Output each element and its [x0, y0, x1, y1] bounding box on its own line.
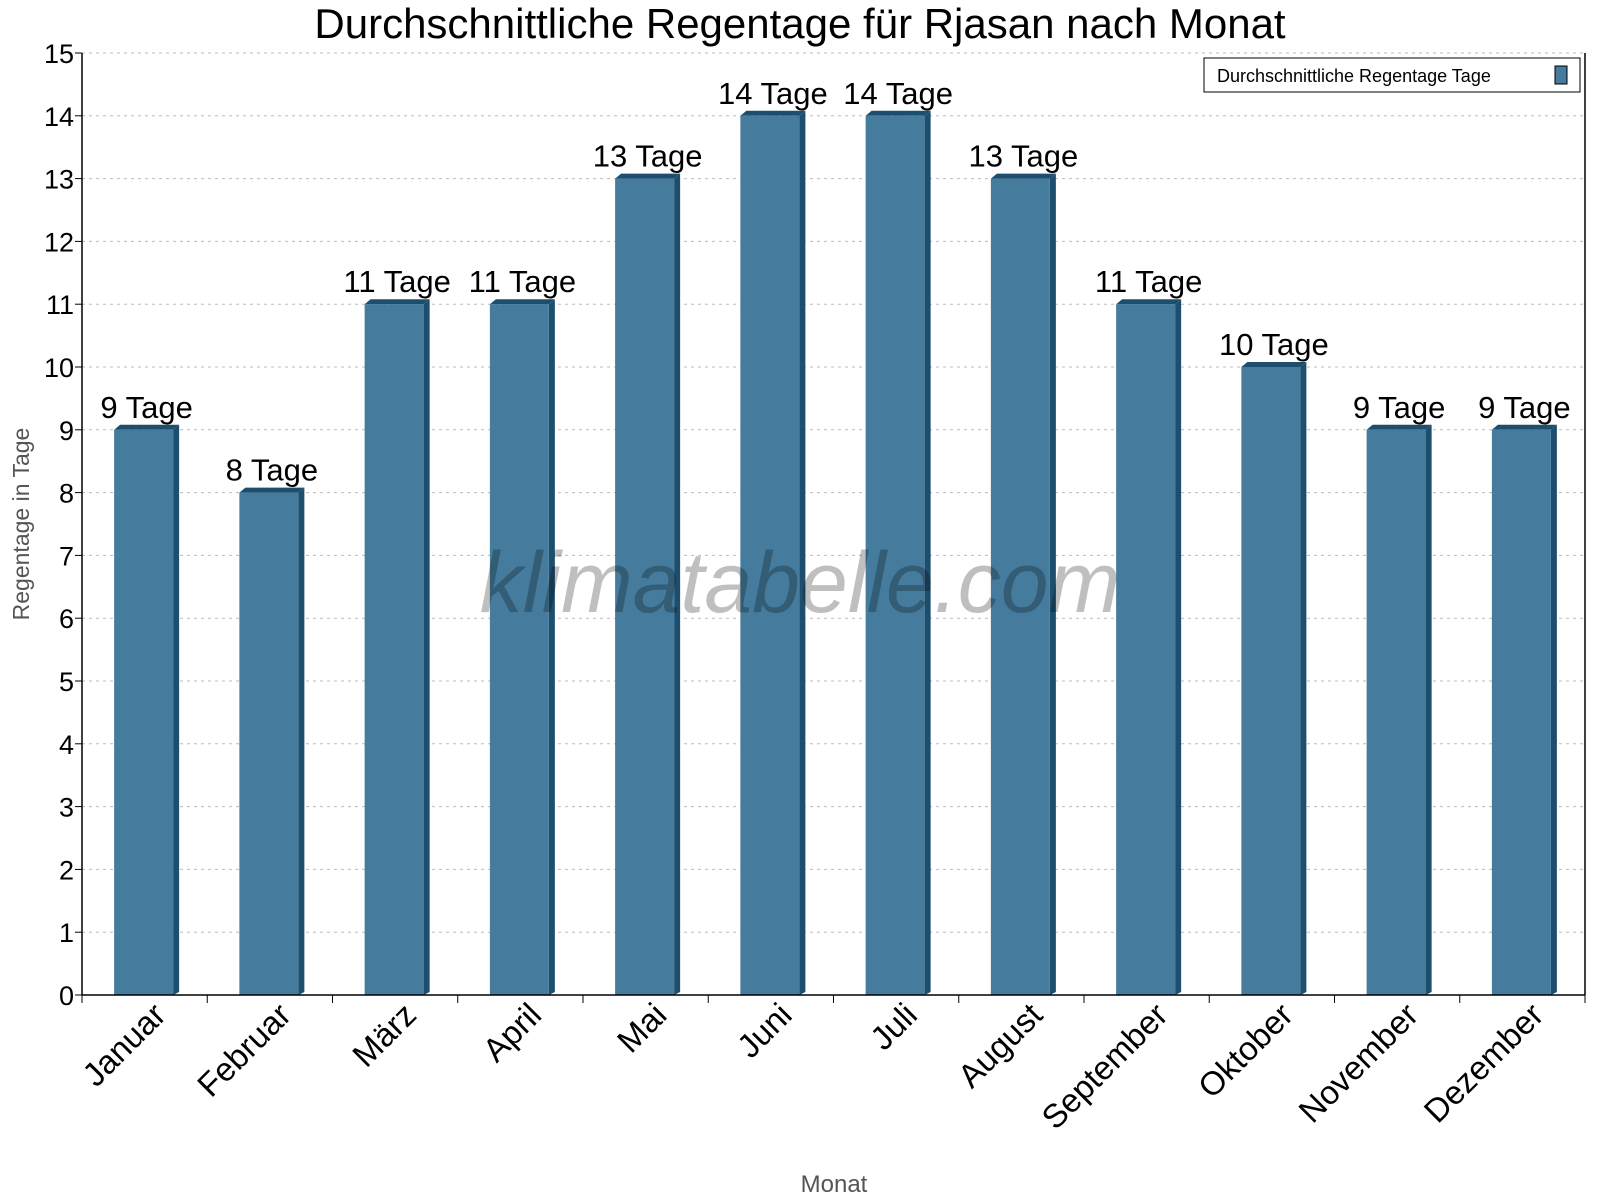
bar-side	[1049, 173, 1056, 996]
bar-top	[1116, 299, 1182, 305]
y-tick-label: 10	[44, 353, 74, 383]
y-tick-label: 9	[59, 416, 74, 446]
data-label: 10 Tage	[1219, 327, 1329, 362]
chart-title: Durchschnittliche Regentage für Rjasan n…	[314, 0, 1286, 47]
bar-top	[239, 487, 305, 493]
x-tick-label: November	[1291, 996, 1425, 1130]
bar-side	[1175, 299, 1182, 995]
y-tick-label: 15	[44, 39, 74, 69]
legend-label: Durchschnittliche Regentage Tage	[1217, 66, 1491, 86]
legend-swatch	[1554, 65, 1568, 85]
x-tick-label: August	[951, 996, 1050, 1095]
y-tick-label: 12	[44, 227, 74, 257]
data-label: 9 Tage	[1353, 390, 1446, 425]
data-label: 13 Tage	[593, 139, 703, 174]
y-tick-label: 0	[59, 981, 74, 1011]
bar	[740, 115, 800, 996]
bar-side	[423, 299, 430, 995]
x-tick-label: Mai	[610, 996, 674, 1060]
bar	[990, 178, 1050, 996]
watermark: klimatabelle.com	[480, 535, 1120, 631]
y-tick-label: 7	[59, 541, 74, 571]
data-label: 11 Tage	[469, 264, 576, 299]
x-tick-label: März	[345, 996, 423, 1074]
y-tick-label: 11	[46, 290, 74, 320]
y-tick-label: 1	[59, 918, 74, 948]
x-tick-label: Januar	[75, 996, 173, 1094]
bar	[1366, 429, 1426, 995]
y-tick-label: 5	[59, 667, 74, 697]
y-tick-label: 4	[59, 730, 74, 760]
bar-top	[364, 299, 430, 305]
y-tick-label: 2	[59, 855, 74, 885]
y-tick-label: 8	[59, 479, 74, 509]
x-tick-label: Februar	[190, 996, 298, 1104]
data-label: 14 Tage	[718, 76, 828, 111]
bar-side	[173, 424, 180, 995]
bar-side	[1300, 362, 1307, 995]
bar	[239, 492, 299, 995]
data-label: 13 Tage	[968, 139, 1078, 174]
bar	[1116, 304, 1176, 995]
y-tick-label: 14	[44, 102, 74, 132]
x-axis-label: Monat	[801, 1171, 868, 1198]
x-tick-label: Juli	[863, 996, 924, 1057]
bar-side	[924, 110, 931, 996]
bar-side	[1550, 424, 1557, 995]
y-axis-label: Regentage in Tage	[8, 428, 34, 621]
x-tick-label: Juni	[730, 996, 799, 1065]
bar-top	[615, 173, 681, 179]
legend: Durchschnittliche Regentage Tage	[1203, 57, 1581, 93]
bar-side	[1425, 424, 1432, 995]
y-tick-label: 3	[59, 793, 74, 823]
bar-side	[799, 110, 806, 996]
bar-top	[489, 299, 555, 305]
bar	[1241, 367, 1301, 995]
x-tick-label: September	[1034, 996, 1174, 1136]
bar	[114, 429, 174, 995]
x-tick-label: Dezember	[1417, 996, 1551, 1130]
data-label: 11 Tage	[1095, 264, 1202, 299]
bar-top	[990, 173, 1056, 179]
data-label: 9 Tage	[1478, 390, 1571, 425]
bar-top	[1241, 362, 1307, 367]
x-tick-label: Oktober	[1191, 996, 1300, 1105]
bar	[489, 304, 549, 995]
y-tick-label: 6	[59, 604, 74, 634]
data-label: 11 Tage	[343, 264, 450, 299]
x-tick-label: April	[475, 996, 548, 1069]
bar-side	[548, 299, 555, 995]
bar	[615, 178, 675, 996]
y-tick-label: 13	[44, 165, 74, 195]
bar-top	[740, 110, 806, 116]
data-label: 9 Tage	[100, 390, 193, 425]
bar-top	[1366, 424, 1432, 430]
bar	[865, 115, 925, 996]
bar-top	[1491, 424, 1557, 430]
data-label: 8 Tage	[226, 453, 319, 488]
bar-top	[114, 424, 180, 430]
bar	[364, 304, 424, 995]
data-label: 14 Tage	[843, 76, 953, 111]
bar-side	[298, 487, 305, 995]
bar	[1491, 429, 1551, 995]
bar-top	[865, 110, 931, 116]
bar-side	[674, 173, 681, 996]
